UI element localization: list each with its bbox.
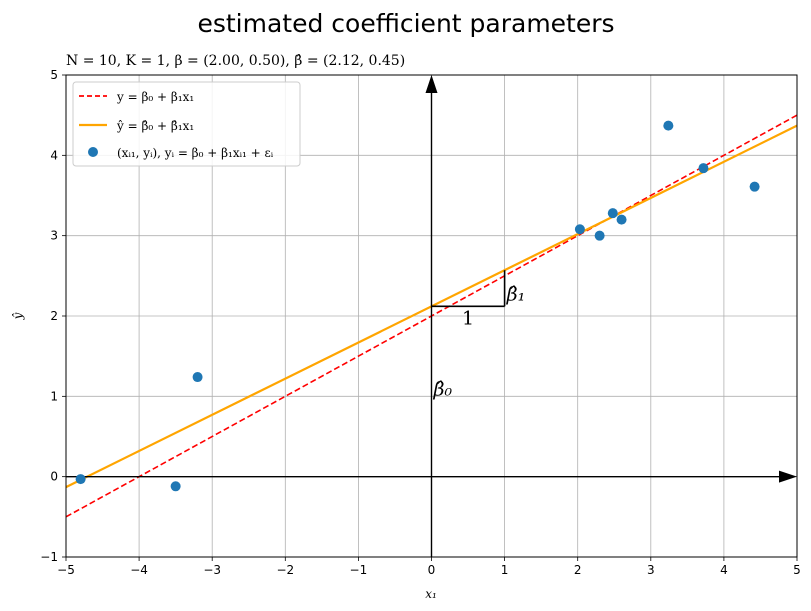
y-tick-label: 0: [50, 470, 58, 484]
x-axis-label: x₁: [425, 587, 437, 601]
chart-title: estimated coefficient parameters: [197, 9, 614, 38]
legend-points-label: (xᵢ₁, yᵢ), yᵢ = β₀ + β₁xᵢ₁ + εᵢ: [117, 146, 274, 160]
y-tick-label: 1: [50, 389, 58, 403]
y-tick-label: 3: [50, 229, 58, 243]
y-tick-label: 4: [50, 148, 58, 162]
data-point: [663, 120, 674, 131]
y-axis-label: ŷ: [11, 312, 25, 320]
coefficient-annotations: 1 β̂₁ β̂₀: [431, 270, 526, 401]
x-tick-label: −2: [276, 563, 294, 577]
data-point: [607, 208, 618, 219]
x-tick-label: 4: [720, 563, 728, 577]
legend-true-label: y = β₀ + β₁x₁: [116, 90, 194, 104]
y-tick-label: 2: [50, 309, 58, 323]
y-tick-label: 5: [50, 68, 58, 82]
legend-box: [72, 81, 301, 167]
data-point: [170, 481, 181, 492]
legend-fitted-label: ŷ = β̂₀ + β̂₁x₁: [116, 119, 194, 133]
x-tick-label: 1: [501, 563, 509, 577]
y-axis-arrowhead: [425, 75, 438, 93]
data-point: [616, 214, 627, 225]
x-tick-label: 0: [428, 563, 436, 577]
data-point: [574, 224, 585, 235]
x-tick-label: −4: [130, 563, 148, 577]
chart-subtitle: N = 10, K = 1, β = (2.00, 0.50), β̂ = (2…: [66, 53, 405, 69]
data-point: [192, 372, 203, 383]
axis-arrows: [66, 75, 797, 557]
x-tick-label: 2: [574, 563, 582, 577]
x-axis-arrowhead: [779, 470, 797, 483]
legend-points-swatch: [88, 147, 98, 157]
data-points: [75, 120, 760, 492]
data-point: [594, 230, 605, 241]
legend: y = β₀ + β₁x₁ ŷ = β̂₀ + β̂₁x₁ (xᵢ₁, yᵢ),…: [72, 81, 301, 167]
x-tick-label: −1: [350, 563, 368, 577]
data-point: [698, 163, 709, 174]
slope-run-label: 1: [462, 307, 474, 329]
y-tick-label: −1: [40, 550, 58, 564]
x-tick-label: 3: [647, 563, 655, 577]
data-point: [75, 474, 86, 485]
x-tick-label: −5: [57, 563, 75, 577]
beta0-label: β̂₀: [433, 379, 453, 401]
x-tick-label: −3: [203, 563, 221, 577]
data-point: [749, 181, 760, 192]
axis-ticks: −5 −4 −3 −2 −1 0 1 2 3 4 5 −1 0 1 2 3 4 5: [40, 68, 801, 577]
beta1-label: β̂₁: [506, 283, 526, 305]
x-tick-label: 5: [793, 563, 801, 577]
